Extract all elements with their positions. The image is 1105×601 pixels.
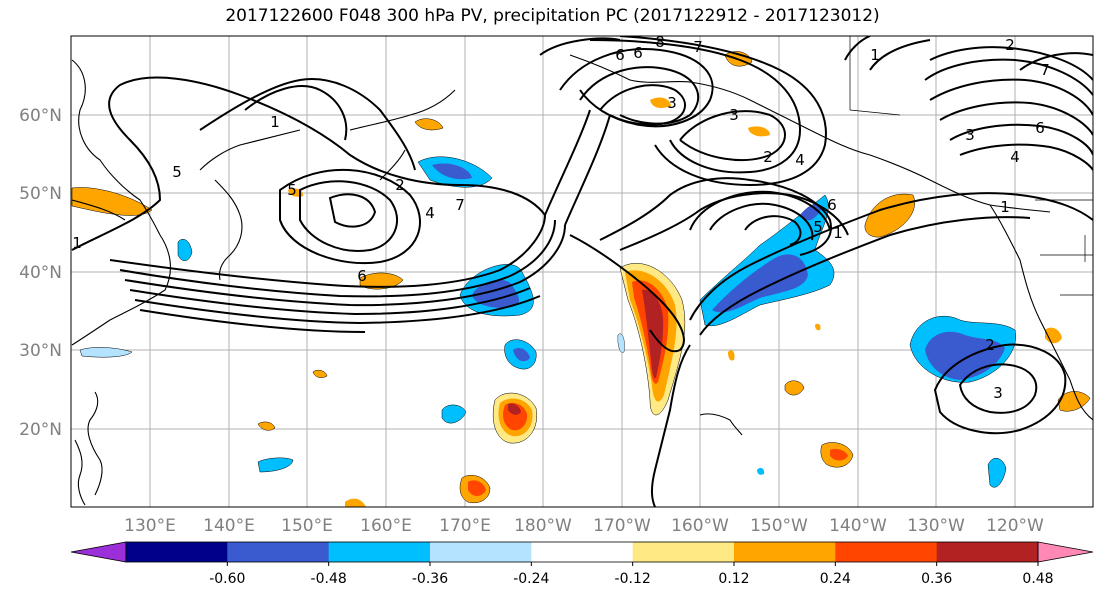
colorbar-segment [835, 542, 938, 562]
colorbar-label: -0.12 [615, 571, 651, 587]
colorbar-extend-high [1037, 541, 1094, 563]
lon-label: 130°E [124, 516, 176, 536]
lat-label: 30°N [19, 341, 62, 361]
lon-label: 140°E [203, 516, 255, 536]
colorbar-label: 0.12 [718, 571, 749, 587]
contour-label: 5 [813, 218, 823, 236]
contour-label: 1 [833, 224, 843, 242]
colorbar-label: -0.60 [209, 571, 245, 587]
lon-label: 170°E [439, 516, 491, 536]
longitude-tick-labels: 130°E 140°E 150°E 160°E 170°E 180°W 170°W 160°W… [124, 516, 1044, 536]
colorbar-label: 0.24 [820, 571, 851, 587]
contour-label: 4 [795, 151, 805, 169]
contour-label: 1 [1000, 198, 1010, 216]
colorbar-label: -0.36 [412, 571, 448, 587]
contour-label: 6 [357, 267, 367, 285]
contour-label: 7 [455, 196, 465, 214]
colorbar-segment [734, 542, 836, 562]
contour-label: 7 [1040, 61, 1050, 79]
contour-label: 6 [827, 196, 837, 214]
latitude-tick-labels: 60°N 50°N 40°N 30°N 20°N [19, 106, 62, 440]
lat-label: 50°N [19, 184, 62, 204]
map-title: 2017122600 F048 300 hPa PV, precipitatio… [225, 6, 880, 26]
contour-label: 2 [395, 176, 405, 194]
contour-label: 2 [985, 336, 995, 354]
contour-label: 1 [72, 234, 82, 252]
lat-label: 60°N [19, 106, 62, 126]
contour-label: 5 [172, 163, 182, 181]
contour-label: 2 [763, 148, 773, 166]
colorbar-extend-low [70, 541, 127, 563]
contour-label: 3 [993, 384, 1003, 402]
colorbar-label: -0.24 [513, 571, 549, 587]
contour-label: 8 [655, 33, 665, 51]
colorbar-segment [936, 542, 1039, 562]
contour-label: 1 [870, 46, 880, 64]
colorbar-segment [632, 542, 735, 562]
contour-label: 7 [693, 38, 703, 56]
lat-label: 40°N [19, 263, 62, 283]
lon-label: 160°E [360, 516, 412, 536]
lon-label: 150°E [281, 516, 333, 536]
colorbar-label: -0.48 [311, 571, 347, 587]
colorbar-segment [531, 542, 634, 562]
contour-label: 5 [287, 181, 297, 199]
contour-label: 6 [615, 46, 625, 64]
contour-label: 3 [965, 126, 975, 144]
colorbar-label: 0.48 [1022, 571, 1053, 587]
contour-label: 2 [1005, 36, 1015, 54]
colorbar-segment [126, 542, 228, 562]
contour-label: 6 [633, 44, 643, 62]
colorbar-segment [328, 542, 431, 562]
lon-label: 170°W [593, 516, 651, 536]
lon-label: 160°W [671, 516, 729, 536]
contour-label: 6 [1035, 119, 1045, 137]
colorbar-label: 0.36 [921, 571, 952, 587]
contour-label: 3 [667, 94, 677, 112]
pv-contours [71, 36, 1093, 507]
contour-label: 1 [270, 113, 280, 131]
colorbar-segment [430, 542, 532, 562]
lon-label: 120°W [986, 516, 1044, 536]
colorbar: -0.60 -0.48 -0.36 -0.24 -0.12 0.12 0.24 0.36 0.4… [70, 541, 1094, 587]
colorbar-segment [227, 542, 330, 562]
lon-label: 140°W [829, 516, 887, 536]
contour-label: 3 [729, 106, 739, 124]
lat-label: 20°N [19, 420, 62, 440]
contour-label: 4 [1010, 148, 1020, 166]
lon-label: 150°W [750, 516, 808, 536]
map-frame [70, 35, 1094, 508]
contour-label: 4 [425, 204, 435, 222]
lon-label: 180°W [514, 516, 572, 536]
lon-label: 130°W [907, 516, 965, 536]
